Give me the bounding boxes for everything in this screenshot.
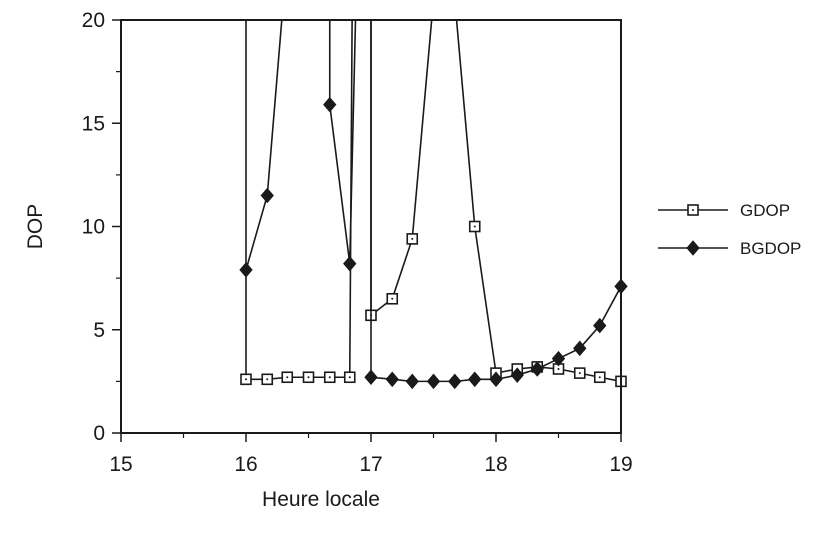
bgdop-point xyxy=(530,361,544,377)
series-bgdop-lines xyxy=(245,20,621,383)
x-tick-label: 16 xyxy=(234,453,257,476)
gdop-point-dot xyxy=(411,237,414,240)
gdop-point-dot xyxy=(307,376,310,379)
x-tick-label: 19 xyxy=(609,453,632,476)
x-tick-label: 15 xyxy=(109,453,132,476)
axis-ticks: 15 16 17 18 19 0 5 10 15 20 xyxy=(82,9,633,476)
gdop-point-dot xyxy=(286,376,289,379)
y-tick-label: 15 xyxy=(82,112,105,135)
gdop-point-dot xyxy=(328,376,331,379)
bgdop-point xyxy=(405,373,419,390)
x-tick-label: 18 xyxy=(484,453,507,476)
series-gdop-lines xyxy=(245,20,621,383)
gdop-point-dot xyxy=(266,378,269,381)
series-bgdop xyxy=(239,20,628,390)
x-tick-label: 17 xyxy=(359,453,382,476)
bgdop-point xyxy=(593,317,607,334)
series-bgdop-line xyxy=(370,20,621,383)
y-axis-title: DOP xyxy=(24,204,47,250)
legend-label-gdop: GDOP xyxy=(740,201,790,220)
gdop-point-dot xyxy=(348,376,351,379)
gdop-point-dot xyxy=(557,367,560,370)
series-bgdop-line xyxy=(328,20,357,264)
plot-marks xyxy=(239,20,628,390)
bgdop-point xyxy=(510,367,524,383)
bgdop-point xyxy=(260,187,274,204)
gdop-point-dot xyxy=(578,372,581,375)
legend-item-gdop: GDOP xyxy=(658,201,790,220)
y-tick-label: 5 xyxy=(93,319,105,342)
y-tick-label: 20 xyxy=(82,9,105,32)
legend-marker-bgdop xyxy=(686,240,700,256)
bgdop-point xyxy=(323,96,337,113)
bgdop-point xyxy=(551,350,566,367)
gdop-point-dot xyxy=(473,225,476,228)
bgdop-point xyxy=(343,255,357,272)
series-gdop xyxy=(240,20,627,388)
series-gdop-line xyxy=(370,20,433,317)
bgdop-point xyxy=(573,340,587,357)
bgdop-point xyxy=(364,369,378,386)
legend: GDOP BGDOP xyxy=(658,201,801,258)
bgdop-point xyxy=(448,373,462,390)
gdop-point-dot xyxy=(391,297,394,300)
bgdop-point xyxy=(239,262,253,278)
x-axis-title: Heure locale xyxy=(262,488,380,511)
series-gdop-line xyxy=(245,20,353,381)
y-tick-label: 0 xyxy=(93,422,105,445)
bgdop-point xyxy=(426,373,441,390)
bgdop-point xyxy=(468,371,482,388)
y-tick-label: 10 xyxy=(82,216,105,239)
series-bgdop-line xyxy=(245,20,283,271)
bgdop-point xyxy=(489,371,503,388)
legend-label-bgdop: BGDOP xyxy=(740,239,801,258)
legend-item-bgdop: BGDOP xyxy=(658,239,801,258)
bgdop-point xyxy=(385,371,399,388)
gdop-point-dot xyxy=(598,376,601,379)
legend-marker-gdop-dot xyxy=(692,209,694,211)
gdop-point-dot xyxy=(245,378,247,381)
